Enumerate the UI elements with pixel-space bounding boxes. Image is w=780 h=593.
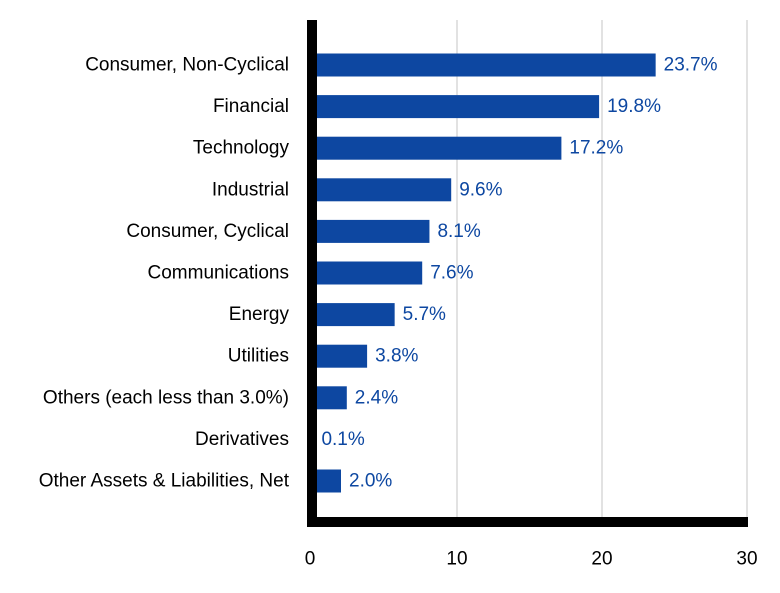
bar bbox=[312, 261, 423, 285]
bar bbox=[312, 469, 341, 493]
bar bbox=[312, 344, 368, 368]
data-label: 17.2% bbox=[569, 138, 623, 159]
bar bbox=[312, 95, 600, 119]
data-label: 23.7% bbox=[664, 55, 718, 76]
bar bbox=[312, 178, 452, 202]
category-label: Energy bbox=[229, 304, 290, 325]
x-tick-label: 30 bbox=[736, 549, 757, 570]
bars bbox=[312, 53, 656, 493]
data-label: 5.7% bbox=[403, 304, 446, 325]
data-label: 19.8% bbox=[607, 96, 661, 117]
axes bbox=[307, 20, 748, 527]
category-label: Derivatives bbox=[195, 429, 289, 450]
category-label: Others (each less than 3.0%) bbox=[43, 387, 289, 408]
category-label: Industrial bbox=[212, 179, 289, 200]
labels: 23.7% Consumer, Non-Cyclical 19.8% Financia… bbox=[39, 55, 758, 570]
category-label: Other Assets & Liabilities, Net bbox=[39, 471, 290, 492]
x-tick-label: 0 bbox=[305, 549, 316, 570]
category-label: Communications bbox=[148, 263, 290, 284]
x-axis-line bbox=[307, 517, 748, 527]
bar bbox=[312, 219, 430, 243]
data-label: 0.1% bbox=[321, 429, 364, 450]
x-tick-label: 10 bbox=[446, 549, 467, 570]
data-label: 3.8% bbox=[375, 346, 418, 367]
category-label: Financial bbox=[213, 96, 289, 117]
data-label: 8.1% bbox=[437, 221, 480, 242]
bar bbox=[312, 136, 562, 160]
y-axis-line bbox=[307, 20, 317, 527]
data-label: 7.6% bbox=[430, 263, 473, 284]
category-label: Consumer, Cyclical bbox=[126, 221, 289, 242]
data-label: 2.4% bbox=[355, 387, 398, 408]
category-label: Technology bbox=[193, 138, 290, 159]
bar bbox=[312, 53, 656, 77]
category-label: Consumer, Non-Cyclical bbox=[85, 55, 289, 76]
data-label: 9.6% bbox=[459, 179, 502, 200]
data-label: 2.0% bbox=[349, 471, 392, 492]
x-tick-label: 20 bbox=[591, 549, 612, 570]
bar bbox=[312, 303, 395, 327]
bar bbox=[312, 386, 347, 410]
category-label: Utilities bbox=[228, 346, 289, 367]
